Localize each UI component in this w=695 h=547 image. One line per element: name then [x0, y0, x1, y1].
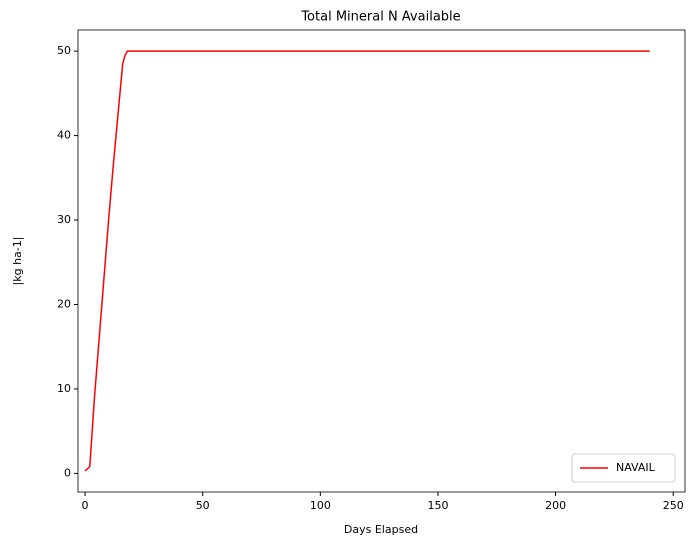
x-tick-label: 250: [663, 499, 684, 512]
x-tick-label: 100: [310, 499, 331, 512]
x-tick-label: 0: [82, 499, 89, 512]
y-tick-label: 40: [57, 129, 71, 142]
y-tick-label: 0: [64, 466, 71, 479]
y-axis-label: |kg ha-1|: [11, 237, 24, 286]
y-tick-label: 20: [57, 297, 71, 310]
y-tick-label: 30: [57, 213, 71, 226]
legend-label: NAVAIL: [616, 461, 656, 474]
y-tick-label: 10: [57, 382, 71, 395]
chart-title: Total Mineral N Available: [300, 10, 460, 25]
x-tick-label: 50: [196, 499, 210, 512]
y-tick-label: 50: [57, 44, 71, 57]
legend-box: [571, 453, 676, 483]
series-line: [84, 50, 650, 472]
x-tick-label: 200: [545, 499, 566, 512]
plot-frame: [77, 29, 686, 493]
x-tick-label: 150: [427, 499, 448, 512]
x-axis-label: Days Elapsed: [344, 523, 418, 536]
